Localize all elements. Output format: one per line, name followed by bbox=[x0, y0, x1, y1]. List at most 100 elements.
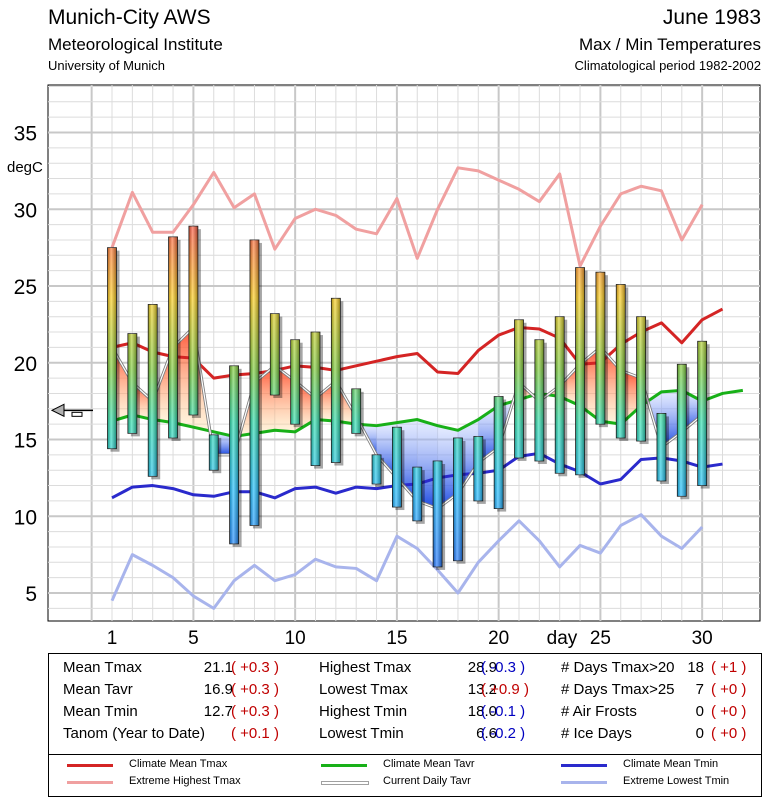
stat-label: Mean Tavr bbox=[63, 681, 133, 698]
stat-label: # Days Tmax>20 bbox=[561, 659, 675, 676]
y-tick-label: 35 bbox=[14, 123, 37, 146]
bar-shine bbox=[575, 267, 585, 475]
mean-marker-tab bbox=[71, 411, 83, 417]
bar-shine bbox=[636, 316, 646, 442]
legend-label: Current Daily Tavr bbox=[383, 775, 471, 787]
stat-value: 18.0 bbox=[467, 703, 497, 720]
stat-value: 0 bbox=[695, 725, 704, 742]
legend-swatch bbox=[321, 764, 367, 767]
period-title: June 1983 bbox=[662, 6, 761, 29]
mean-marker bbox=[50, 403, 93, 418]
warm-anomaly-fill bbox=[173, 327, 194, 428]
bar-shine bbox=[433, 460, 443, 567]
station-title: Munich-City AWS bbox=[48, 6, 211, 29]
y-tick-label: 5 bbox=[25, 583, 37, 606]
cool-anomaly-fill bbox=[396, 419, 418, 501]
extreme-lowest-tmin-line bbox=[110, 513, 704, 610]
warm-anomaly-fill bbox=[112, 347, 133, 422]
stat-value: 16.9 bbox=[203, 681, 233, 698]
cool-anomaly-fill bbox=[376, 422, 397, 478]
x-axis-label: day bbox=[547, 628, 578, 649]
stat-anomaly: ( +0.9 ) bbox=[481, 681, 529, 698]
stat-anomaly: ( +0 ) bbox=[711, 703, 747, 720]
stat-anomaly: ( +0.3 ) bbox=[231, 703, 279, 720]
bar-shine bbox=[249, 239, 259, 526]
bar-shine bbox=[127, 333, 137, 434]
stat-value: 0 bbox=[695, 703, 704, 720]
bar-shine bbox=[290, 339, 300, 425]
bar-shine bbox=[107, 247, 117, 449]
statistics-panel: Mean Tmax 21.1( +0.3 ) Mean Tavr 16.9( +0.3… bbox=[48, 653, 762, 756]
cool-anomaly-fill bbox=[681, 390, 703, 432]
cool-anomaly-fill bbox=[437, 425, 458, 509]
cool-anomaly-fill bbox=[213, 431, 235, 455]
bar-shine bbox=[229, 365, 239, 544]
bar-shine bbox=[494, 396, 504, 509]
legend-label: Extreme Lowest Tmin bbox=[623, 775, 730, 787]
y-tick-label: 30 bbox=[14, 199, 37, 222]
x-tick-label: 15 bbox=[386, 628, 407, 649]
extreme-highest-tmax-line bbox=[110, 166, 704, 268]
stat-value: 28.9 bbox=[467, 659, 497, 676]
stat-value: 12.7 bbox=[203, 703, 233, 720]
y-tick-label: 10 bbox=[14, 506, 37, 529]
x-tick-label: 5 bbox=[188, 628, 199, 649]
stat-label: Lowest Tmax bbox=[319, 681, 408, 698]
warm-anomaly-fill bbox=[132, 382, 153, 420]
legend-label: Climate Mean Tmin bbox=[623, 758, 719, 770]
legend-swatch bbox=[561, 764, 607, 767]
warm-anomaly-fill bbox=[580, 347, 601, 422]
stat-anomaly: ( -0.1 ) bbox=[481, 703, 526, 720]
bar-shine bbox=[453, 437, 463, 561]
legend-swatch bbox=[561, 781, 607, 784]
stat-label: Lowest Tmin bbox=[319, 725, 404, 742]
warm-anomaly-fill bbox=[254, 365, 275, 434]
bar-shine bbox=[372, 454, 382, 485]
stat-value: 13.2 bbox=[467, 681, 497, 698]
stat-value: 6.6 bbox=[476, 725, 497, 742]
stat-label: # Days Tmax>25 bbox=[561, 681, 675, 698]
chart-subtitle: Max / Min Temperatures bbox=[578, 35, 761, 54]
bar-shine bbox=[473, 436, 483, 501]
stat-value: 7 bbox=[695, 681, 704, 698]
university-label: University of Munich bbox=[48, 58, 166, 73]
bar-shine bbox=[392, 427, 402, 508]
stat-anomaly: ( +1 ) bbox=[711, 659, 747, 676]
bar-shine bbox=[555, 316, 565, 474]
stat-value: 21.1 bbox=[203, 659, 233, 676]
cool-anomaly-fill bbox=[417, 419, 438, 509]
x-tick-label: 10 bbox=[285, 628, 306, 649]
institute-label: Meteorological Institute bbox=[48, 35, 223, 54]
x-tick-label: 25 bbox=[590, 628, 611, 649]
bar-shine bbox=[168, 236, 178, 438]
legend-label: Climate Mean Tavr bbox=[383, 758, 475, 770]
legend-swatch bbox=[67, 781, 113, 784]
bar-shine bbox=[514, 319, 524, 458]
legend-label: Extreme Highest Tmax bbox=[129, 775, 241, 787]
stat-value: 18 bbox=[687, 659, 704, 676]
cool-anomaly-fill bbox=[661, 390, 682, 448]
warm-anomaly-fill bbox=[315, 381, 336, 422]
stat-label: Mean Tmax bbox=[63, 659, 142, 676]
warm-anomaly-fill bbox=[559, 364, 581, 406]
stat-anomaly: ( +0.1 ) bbox=[231, 725, 279, 742]
stat-anomaly: ( -0.3 ) bbox=[481, 659, 526, 676]
y-axis-label: degC bbox=[7, 159, 43, 176]
x-tick-label: 1 bbox=[107, 628, 118, 649]
bar-shine bbox=[351, 388, 361, 434]
stat-label: # Air Frosts bbox=[561, 703, 637, 720]
legend-swatch bbox=[321, 781, 369, 785]
legend-label: Climate Mean Tmax bbox=[129, 758, 228, 770]
cool-anomaly-fill bbox=[478, 405, 499, 463]
warm-anomaly-fill bbox=[152, 347, 174, 423]
bar-shine bbox=[656, 413, 666, 481]
bar-shine bbox=[270, 313, 280, 395]
legend-swatch bbox=[67, 764, 113, 767]
warm-anomaly-fill bbox=[620, 370, 642, 425]
stat-label: Highest Tmin bbox=[319, 703, 408, 720]
bar-shine bbox=[595, 272, 605, 425]
bar-shine bbox=[209, 434, 219, 471]
stat-anomaly: ( +0 ) bbox=[711, 725, 747, 742]
